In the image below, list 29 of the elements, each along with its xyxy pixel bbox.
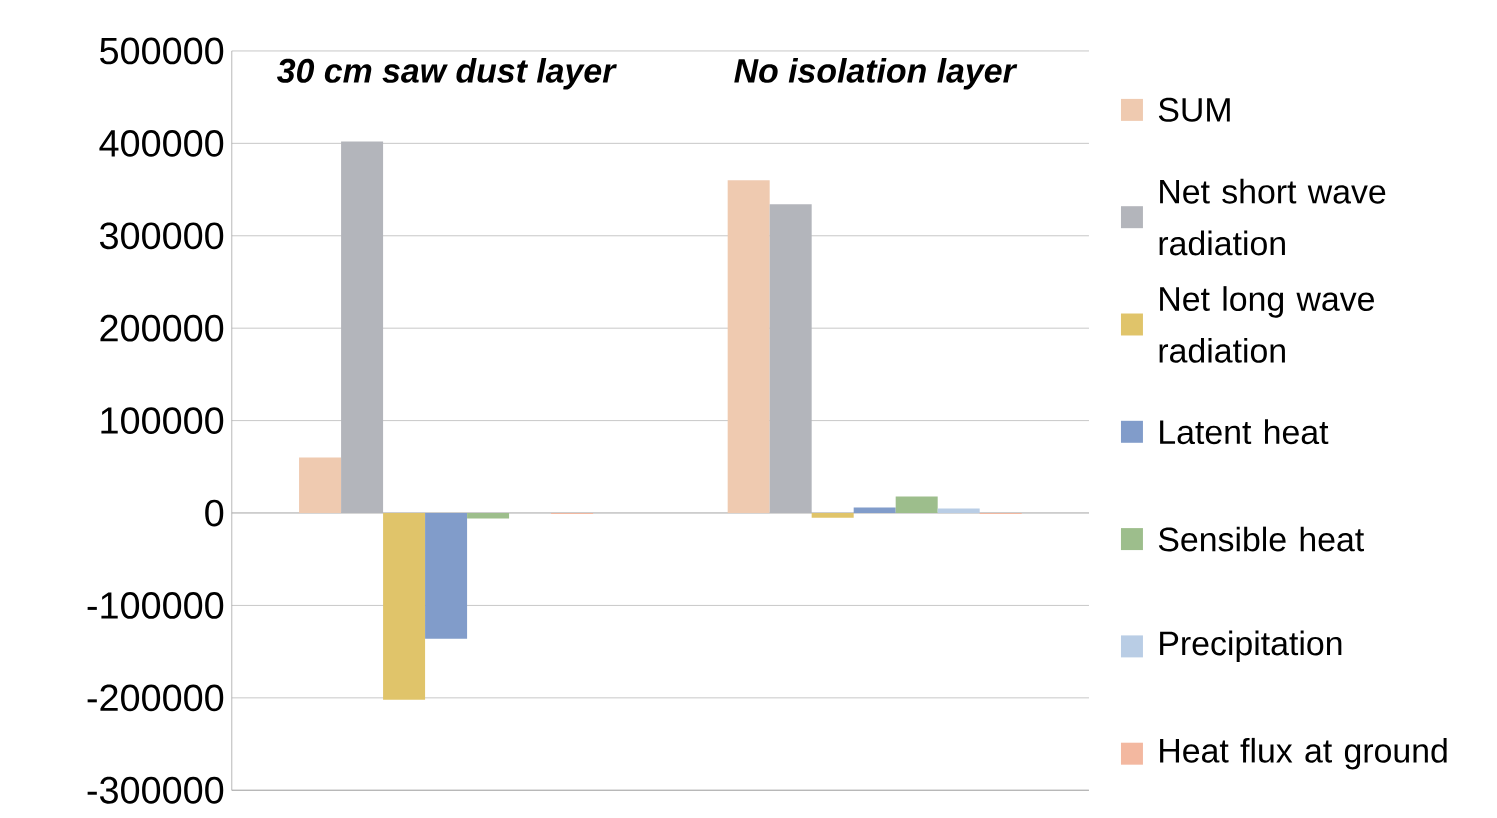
bar: [467, 512, 510, 519]
bar: [769, 204, 812, 513]
bar: [299, 457, 342, 513]
y-tick-label: 100000: [101, 407, 224, 434]
y-tick-label: -300000: [87, 776, 224, 804]
y-tick-label: -200000: [87, 684, 224, 712]
bar: [895, 496, 938, 513]
y-tick-label: 0: [205, 499, 224, 527]
legend-label: SUM: [1158, 97, 1230, 122]
bar: [425, 512, 468, 639]
bar: [383, 512, 426, 700]
y-tick-label: -100000: [87, 591, 224, 619]
bar: [727, 180, 770, 513]
y-tick-label: 500000: [100, 37, 224, 65]
y-tick-label: 400000: [99, 129, 224, 157]
legend-label: Net short wave radiation: [1159, 178, 1386, 256]
bar: [853, 507, 896, 513]
legend-label: Latent heat: [1160, 419, 1329, 445]
legend-label: Precipitation: [1160, 630, 1342, 663]
bar: [811, 512, 854, 518]
x-tick-label: 30 cm saw dust layer: [277, 57, 617, 90]
bar: [937, 508, 980, 513]
legend-label: Net long wave radiation: [1159, 286, 1374, 363]
y-tick-label: 300000: [99, 222, 224, 250]
y-tick-label: 200000: [100, 314, 224, 342]
legend-label: Heat flux at ground: [1160, 737, 1447, 770]
x-tick-label: No isolation layer: [734, 57, 1018, 90]
bar: [341, 141, 384, 513]
legend-label: Sensible heat: [1158, 526, 1364, 552]
